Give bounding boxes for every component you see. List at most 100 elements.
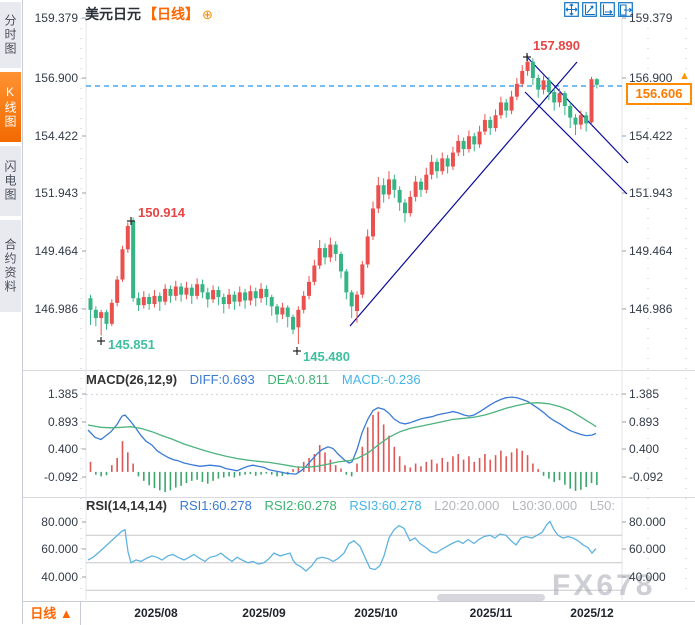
macd-value: MACD:-0.236 — [341, 372, 421, 387]
candle-body — [482, 119, 487, 132]
axis-label: 154.422 — [629, 129, 673, 143]
date-axis-label: 2025/08 — [134, 606, 178, 620]
add-indicator-icon[interactable]: ⊕ — [202, 7, 213, 22]
axis-label: 80.000 — [629, 515, 666, 529]
candle-body — [115, 279, 120, 303]
candle-body — [376, 185, 381, 209]
candle-body — [530, 61, 535, 78]
rsi-line — [87, 520, 597, 572]
candle-body — [141, 297, 146, 306]
sidebar-tab-4[interactable]: 合约资料 — [0, 220, 21, 312]
symbol-name: 美元日元 — [85, 6, 141, 22]
price-extreme-label: 157.890 — [533, 38, 580, 53]
candle-body — [392, 179, 397, 190]
candle-body — [498, 102, 503, 116]
candle-body — [291, 316, 296, 330]
date-axis-label: 2025/10 — [354, 606, 398, 620]
candle-body — [589, 79, 594, 123]
axis-label: 159.379 — [629, 11, 673, 25]
macd-header: MACD(26,12,9) DIFF:0.693 DEA:0.811 MACD:… — [86, 372, 421, 387]
candle-body — [397, 189, 402, 203]
candle-body — [275, 306, 280, 315]
candle-body — [168, 288, 173, 296]
period-tag: 【日线】 — [143, 6, 199, 22]
candle-body — [88, 298, 93, 310]
date-axis-label: 2025/09 — [242, 606, 286, 620]
candle-body — [328, 244, 333, 258]
axis-label: 146.986 — [34, 302, 78, 316]
candle-body — [418, 181, 423, 190]
horizontal-scrollbar-thumb[interactable] — [437, 594, 545, 601]
axis-label: 149.464 — [34, 244, 78, 258]
collapse-panel-icon[interactable] — [618, 2, 633, 17]
sidebar-tab-3[interactable]: 闪电图 — [0, 146, 21, 216]
candle-body — [307, 281, 312, 296]
candle-body — [573, 117, 578, 125]
candle-body — [365, 236, 370, 265]
candle-body — [93, 309, 98, 318]
candle-body — [99, 312, 104, 318]
candle-body — [557, 93, 562, 103]
rsi2-value: RSI2:60.278 — [264, 498, 337, 513]
candle-body — [472, 136, 477, 145]
rsi-l20-label: L20:20.000 — [434, 498, 500, 513]
candle-body — [456, 140, 461, 153]
price-extreme-label: 145.851 — [108, 337, 155, 352]
axis-label: 149.464 — [629, 244, 673, 258]
date-axis-label: 2025/12 — [570, 606, 614, 620]
candle-body — [301, 295, 306, 310]
axis-label: 0.400 — [629, 442, 660, 456]
sidebar-tab-2[interactable]: K线图 — [0, 72, 21, 142]
candle-body — [552, 91, 557, 103]
candle-body — [269, 297, 274, 307]
candle-body — [125, 225, 130, 250]
candle-body — [131, 221, 136, 299]
fx678-watermark: FX678 — [552, 569, 656, 602]
zoom-y-axis-icon[interactable] — [582, 2, 597, 17]
candle-body — [355, 294, 359, 311]
candle-body — [440, 158, 445, 172]
candle-body — [546, 80, 551, 92]
candle-body — [413, 181, 418, 197]
period-selector[interactable]: 日线 ▲ — [23, 602, 81, 625]
axis-label: 40.000 — [41, 570, 78, 584]
candle-body — [259, 288, 264, 299]
axis-label: -0.092 — [629, 470, 664, 484]
candle-body — [248, 291, 253, 301]
rsi3-value: RSI3:60.278 — [349, 498, 422, 513]
candle-body — [520, 71, 525, 84]
rsi-l30-label: L30:30.000 — [511, 498, 578, 513]
candle-body — [152, 295, 157, 305]
candle-body — [147, 297, 152, 305]
candle-body — [195, 284, 200, 296]
candle-body — [477, 131, 482, 145]
zoom-x-axis-icon[interactable] — [600, 2, 615, 17]
axis-label: 146.986 — [629, 302, 673, 316]
candle-body — [349, 292, 354, 307]
candle-body — [227, 294, 232, 305]
candle-body — [312, 265, 317, 282]
candle-body — [205, 292, 210, 300]
axis-label: 156.900 — [629, 71, 673, 85]
candle-body — [237, 292, 242, 302]
candle-body — [200, 284, 205, 293]
axis-label: 0.400 — [47, 442, 78, 456]
candle-body — [173, 286, 178, 296]
axis-label: 60.000 — [41, 542, 78, 556]
sidebar-tab-1[interactable]: 分时图 — [0, 2, 21, 68]
candle-body — [232, 294, 237, 302]
candle-body — [104, 312, 109, 324]
candle-body — [509, 96, 514, 111]
candle-body — [434, 161, 439, 172]
macd-diff-line — [87, 396, 597, 475]
pan-icon[interactable] — [564, 2, 579, 17]
macd-dea-value: DEA:0.811 — [267, 372, 330, 387]
rsi-title: RSI(14,14,14) — [86, 498, 167, 513]
rsi-l50-label: L50: — [589, 498, 615, 513]
candle-body — [339, 253, 344, 272]
candle-body — [333, 244, 338, 254]
candle-body — [578, 115, 583, 125]
candle-body — [370, 208, 375, 237]
candle-body — [323, 248, 328, 258]
